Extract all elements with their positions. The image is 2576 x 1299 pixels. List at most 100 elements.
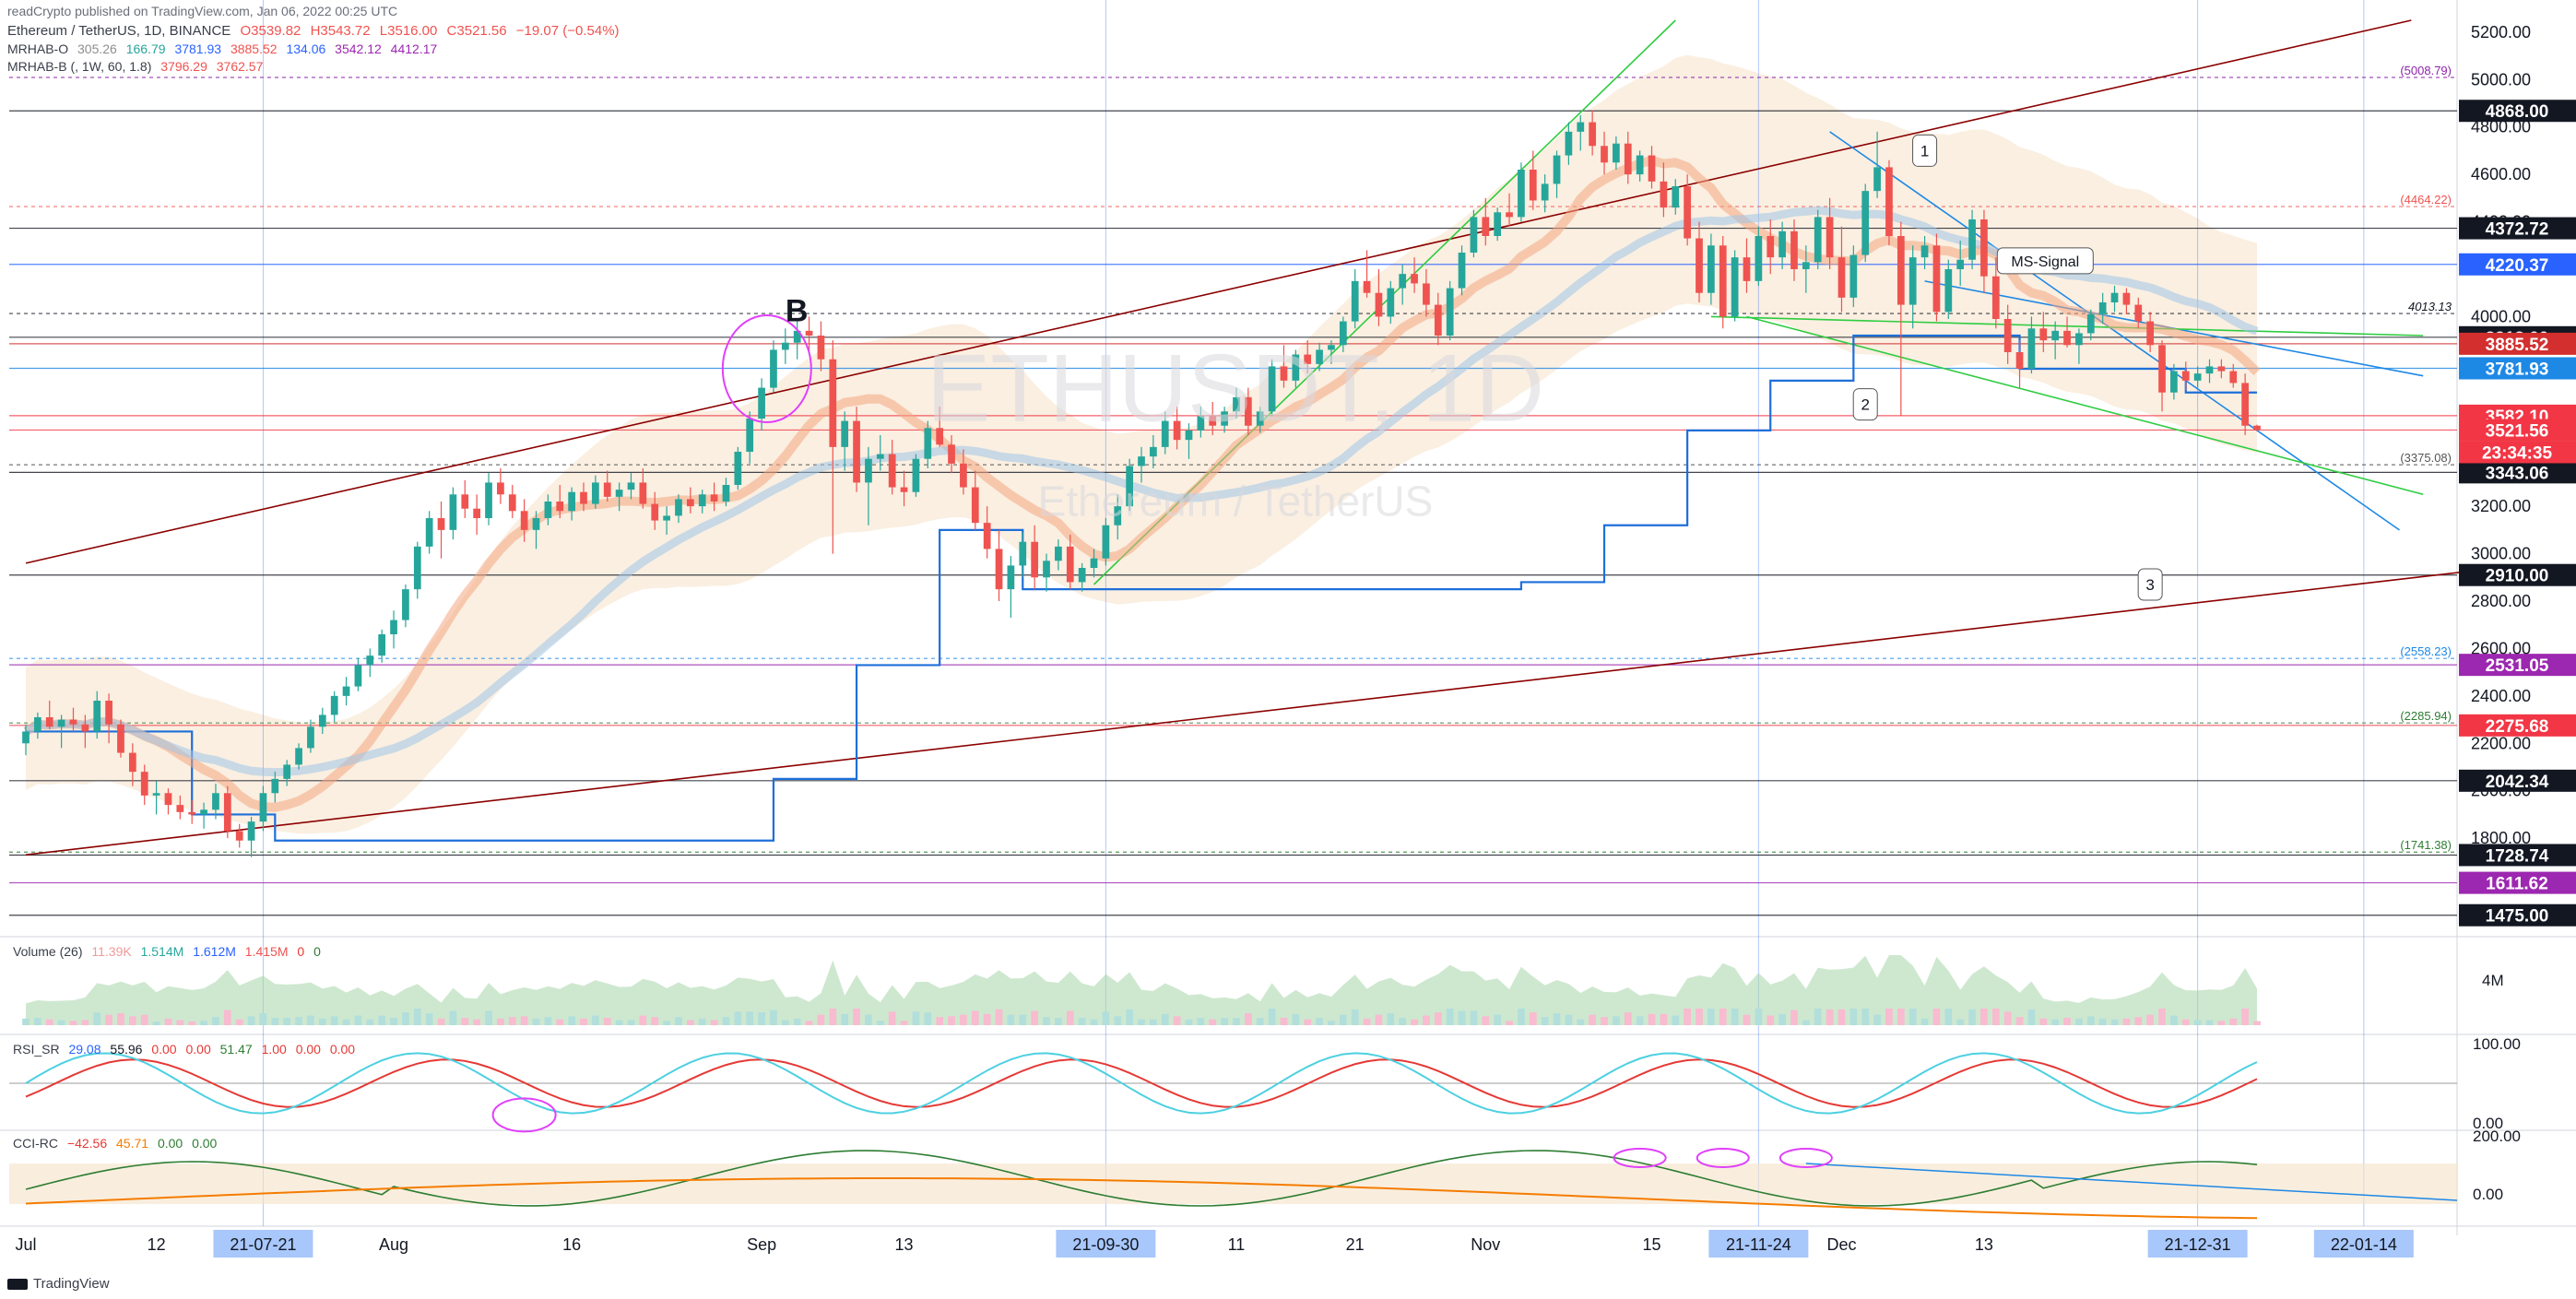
- candle: [1126, 458, 1133, 512]
- candle-body: [2158, 345, 2166, 393]
- candle: [354, 657, 362, 691]
- candle-body: [1601, 146, 1608, 163]
- volume-bar: [1078, 1018, 1086, 1025]
- candle: [2075, 328, 2083, 364]
- candle: [449, 487, 457, 540]
- volume-bar: [556, 1019, 564, 1025]
- candle: [318, 707, 326, 734]
- candle-body: [1339, 321, 1347, 346]
- candle-body: [1684, 186, 1691, 239]
- volume-bar: [686, 1020, 694, 1025]
- candle: [1944, 259, 1953, 319]
- candle-body: [865, 458, 872, 483]
- volume-bar: [1944, 1009, 1953, 1025]
- volume-bar: [2134, 1017, 2143, 1025]
- candle-body: [1660, 181, 1668, 208]
- highlight-circle: [721, 314, 812, 423]
- volume-bar: [888, 1011, 896, 1025]
- candle: [1114, 494, 1122, 540]
- candle: [805, 316, 813, 352]
- price-level-label: 1611.62: [2486, 875, 2548, 894]
- volume-bar: [2193, 1020, 2202, 1025]
- date-tick-label: Dec: [1826, 1235, 1856, 1254]
- candle-body: [686, 499, 694, 507]
- candle: [390, 610, 397, 649]
- volume-bar: [1814, 1009, 1822, 1025]
- volume-bar: [2122, 1018, 2131, 1025]
- candle-body: [1778, 230, 1786, 258]
- candle-body: [212, 793, 219, 810]
- cci-value: 45.71: [116, 1136, 149, 1151]
- price-level-tag: [2459, 714, 2576, 737]
- volume-bar: [283, 1018, 291, 1025]
- volume-bar: [1482, 1016, 1490, 1025]
- callout-box: [1912, 134, 1938, 167]
- candle-body: [128, 752, 136, 773]
- candle-body: [1434, 304, 1442, 336]
- cci-highlight-circle: [1778, 1148, 1833, 1168]
- cci-legend[interactable]: CCI-RC −42.56 45.71 0.00 0.00: [13, 1136, 222, 1151]
- candle: [473, 494, 481, 535]
- candle: [1423, 269, 1430, 317]
- candle: [1233, 387, 1240, 419]
- candle: [1387, 280, 1395, 325]
- volume-bar: [2229, 1018, 2238, 1025]
- volume-value: 1.415M: [244, 944, 289, 959]
- candle-body: [413, 546, 421, 590]
- cci-highlight-circle: [1613, 1148, 1667, 1168]
- candle-body: [437, 518, 445, 530]
- candle-body: [1565, 131, 1573, 156]
- volume-bar: [663, 1021, 670, 1025]
- volume-bar: [1304, 1019, 1312, 1025]
- candle-body: [1849, 254, 1858, 298]
- candle: [1363, 250, 1371, 298]
- tradingview-brand[interactable]: TradingView: [7, 1276, 110, 1292]
- date-tick-label: 21: [1346, 1235, 1365, 1254]
- volume-bar: [710, 1020, 718, 1025]
- candle: [34, 712, 41, 739]
- candle: [1932, 233, 1941, 322]
- indicator2-legend[interactable]: MRHAB-B (, 1W, 60, 1.8) 3796.29 3762.57: [7, 59, 268, 74]
- candle-body: [734, 452, 742, 485]
- candle-body: [307, 726, 314, 749]
- price-tick-label: 4600.00: [2471, 165, 2531, 183]
- volume-bar: [948, 1016, 955, 1025]
- candle: [2063, 316, 2071, 348]
- volume-bar: [1399, 1018, 1407, 1025]
- volume-bar: [1019, 1014, 1027, 1025]
- candle-body: [1458, 253, 1466, 289]
- candle-body: [1696, 238, 1703, 293]
- volume-bar: [1837, 1009, 1846, 1025]
- volume-bar: [1256, 1018, 1264, 1025]
- candle: [1031, 525, 1039, 590]
- volume-bar: [1589, 1014, 1597, 1025]
- candle-body: [1873, 167, 1881, 192]
- rsi-value: 0.00: [151, 1042, 177, 1057]
- price-tick-label: 5000.00: [2471, 70, 2531, 89]
- volume-bar: [330, 1016, 338, 1025]
- candle: [2217, 359, 2226, 379]
- price-level-tag: [2459, 357, 2576, 380]
- indicator1-legend[interactable]: MRHAB-O 305.26 166.79 3781.93 3885.52 13…: [7, 41, 443, 56]
- volume-bar: [793, 1018, 801, 1025]
- candle: [1019, 532, 1027, 578]
- volume-bar: [781, 1020, 789, 1025]
- candle-body: [200, 809, 207, 815]
- price-level-label: (2285.94): [2400, 709, 2452, 723]
- rsi-legend[interactable]: RSI_SR 29.08 55.96 0.00 0.00 51.47 1.00 …: [13, 1042, 360, 1057]
- candle-body: [390, 620, 397, 634]
- candle-body: [164, 793, 172, 806]
- candle: [1541, 174, 1549, 213]
- volume-bar: [1494, 1014, 1502, 1025]
- candle-body: [592, 482, 599, 504]
- candle-body: [34, 717, 41, 732]
- candle: [1885, 159, 1893, 246]
- candle: [1778, 221, 1786, 269]
- volume-legend[interactable]: Volume (26) 11.39K 1.514M 1.612M 1.415M …: [13, 944, 326, 959]
- candle-body: [2015, 352, 2024, 369]
- candle-body: [1387, 288, 1395, 317]
- volume-bar: [1518, 1009, 1525, 1025]
- candle: [1767, 219, 1775, 275]
